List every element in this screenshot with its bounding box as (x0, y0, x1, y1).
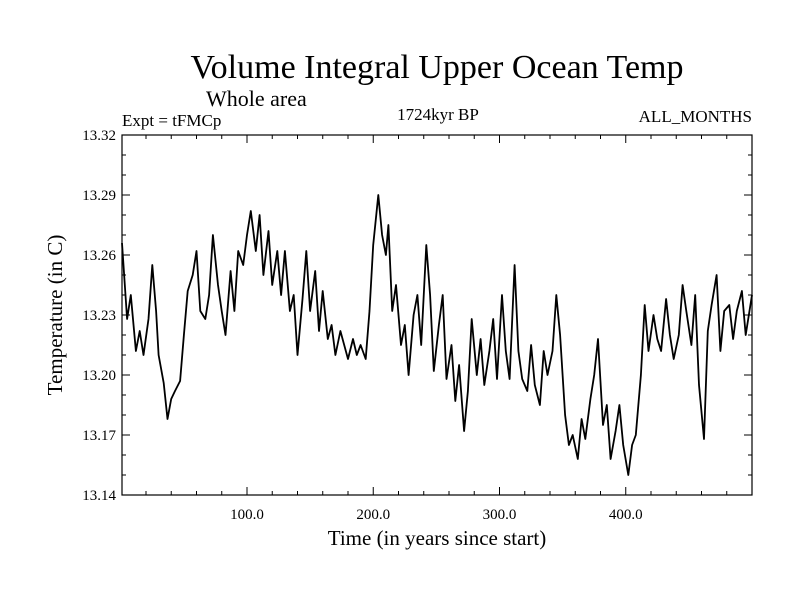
period-label: 1724kyr BP (397, 105, 479, 124)
experiment-label: Expt = tFMCp (122, 111, 221, 130)
x-tick-label: 200.0 (356, 507, 390, 523)
y-tick-label: 13.26 (82, 248, 116, 264)
chart-subtitle: Whole area (206, 86, 307, 111)
x-tick-label: 300.0 (483, 507, 517, 523)
y-tick-label: 13.17 (82, 428, 116, 444)
x-tick-label: 400.0 (609, 507, 643, 523)
x-axis-label: Time (in years since start) (328, 526, 547, 550)
x-tick-label: 100.0 (230, 507, 264, 523)
y-tick-label: 13.14 (82, 488, 116, 504)
y-tick-label: 13.32 (82, 128, 116, 144)
y-tick-label: 13.23 (82, 308, 116, 324)
y-axis-label: Temperature (in C) (43, 235, 67, 396)
x-axis: 100.0 200.0 300.0 400.0 (145, 135, 728, 523)
y-axis: 13.14 13.17 13.20 13.23 13.26 13.29 13.32 (82, 128, 752, 504)
months-label: ALL_MONTHS (639, 107, 752, 126)
temperature-series-line (121, 194, 753, 476)
y-tick-label: 13.20 (82, 368, 116, 384)
y-tick-label: 13.29 (82, 188, 116, 204)
plot-frame (121, 134, 753, 496)
chart-title: Volume Integral Upper Ocean Temp (191, 49, 684, 86)
